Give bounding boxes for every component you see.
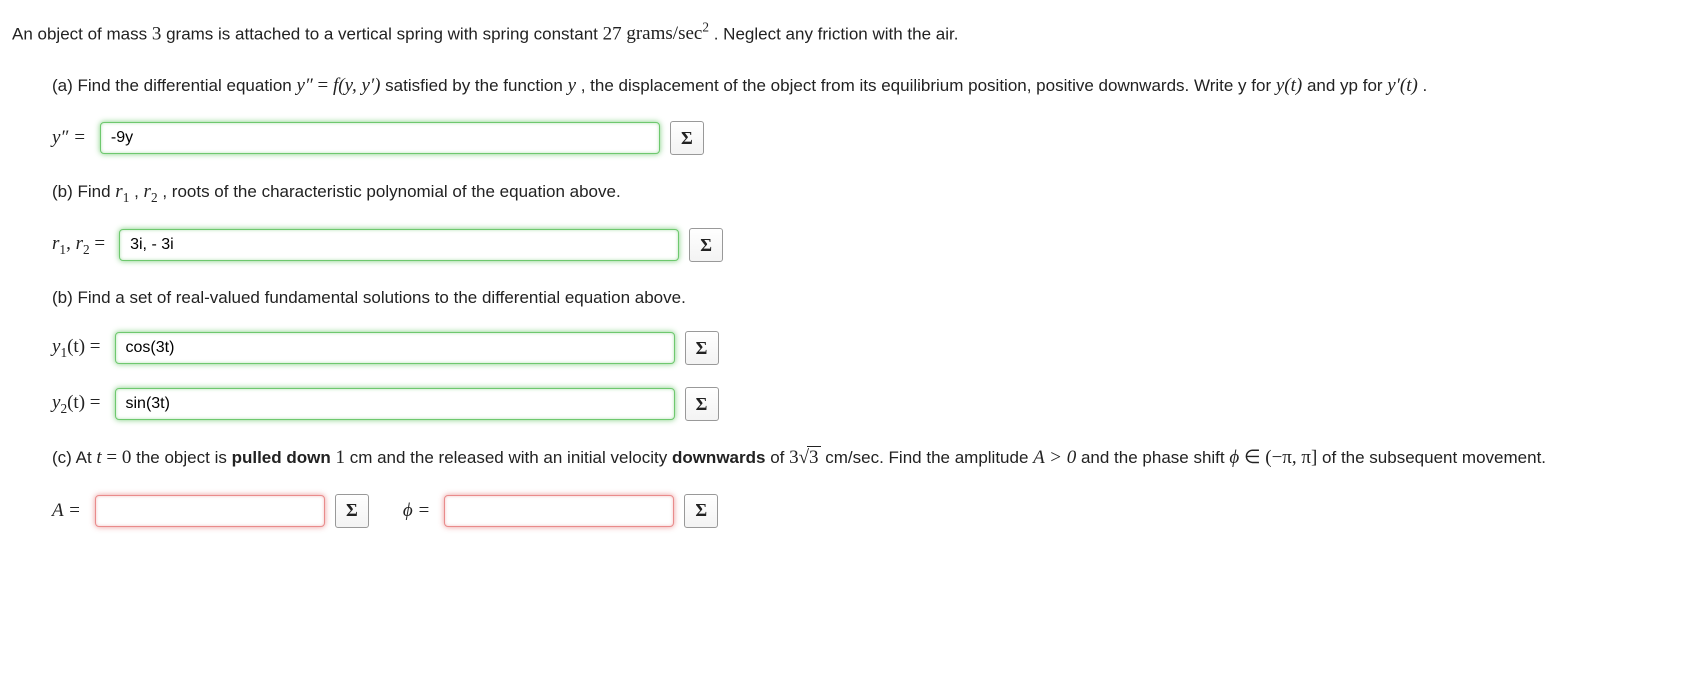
ypp-input[interactable] <box>100 122 660 154</box>
row-amp-phi: A = Σ ϕ = Σ <box>52 494 1671 528</box>
sigma-button[interactable]: Σ <box>670 121 704 155</box>
A-input[interactable] <box>95 495 325 527</box>
row-y1: y1(t) = Σ <box>52 331 1671 365</box>
part-b2-text: (b) Find a set of real-valued fundamenta… <box>52 284 1671 311</box>
roots-input[interactable] <box>119 229 679 261</box>
mass-value: 3 <box>152 23 162 44</box>
part-a-text: (a) Find the differential equation y″ = … <box>52 71 1671 101</box>
ypp-label: y″ = <box>52 127 86 149</box>
sigma-button[interactable]: Σ <box>335 494 369 528</box>
sigma-button[interactable]: Σ <box>685 331 719 365</box>
phi-input[interactable] <box>444 495 674 527</box>
row-roots: r1, r2 = Σ <box>52 228 1671 262</box>
problem-container: An object of mass 3 grams is attached to… <box>12 18 1671 528</box>
A-label: A = <box>52 500 81 522</box>
y1-label: y1(t) = <box>52 336 101 361</box>
row-y2: y2(t) = Σ <box>52 387 1671 421</box>
sigma-button[interactable]: Σ <box>685 387 719 421</box>
intro-text: An object of mass 3 grams is attached to… <box>12 18 1671 49</box>
part-c-text: (c) At t = 0 the object is pulled down 1… <box>52 443 1671 473</box>
roots-label: r1, r2 = <box>52 233 105 258</box>
sigma-button[interactable]: Σ <box>684 494 718 528</box>
row-ypp: y″ = Σ <box>52 121 1671 155</box>
phi-label: ϕ = <box>403 500 430 522</box>
y2-label: y2(t) = <box>52 392 101 417</box>
sigma-button[interactable]: Σ <box>689 228 723 262</box>
intro-mid1: grams is attached to a vertical spring w… <box>166 24 603 43</box>
part-b1-text: (b) Find r1 , r2 , roots of the characte… <box>52 177 1671 208</box>
y1-input[interactable] <box>115 332 675 364</box>
y2-input[interactable] <box>115 388 675 420</box>
units: grams/sec2 <box>626 23 709 44</box>
intro-pre: An object of mass <box>12 24 152 43</box>
k-value: 27 <box>603 23 622 44</box>
intro-post: . Neglect any friction with the air. <box>714 24 959 43</box>
